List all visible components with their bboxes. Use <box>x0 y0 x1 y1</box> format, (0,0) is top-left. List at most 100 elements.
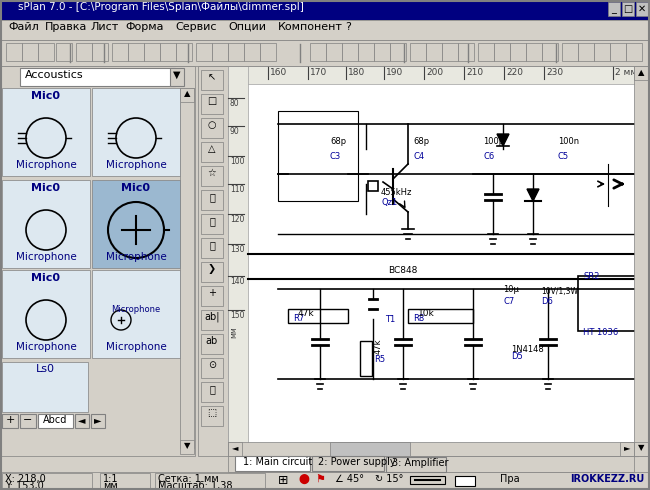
Bar <box>38 43 54 61</box>
Text: Microphone: Microphone <box>111 305 161 314</box>
Bar <box>622 2 634 16</box>
Bar <box>0 472 650 490</box>
Text: 1:1: 1:1 <box>103 474 118 484</box>
Text: 3: Amplifier: 3: Amplifier <box>392 458 448 468</box>
Bar <box>458 43 474 61</box>
Text: ▼: ▼ <box>184 441 190 450</box>
Bar <box>144 43 160 61</box>
Bar <box>91 414 105 428</box>
Bar <box>2 362 88 412</box>
Text: BC848: BC848 <box>388 266 417 275</box>
Bar <box>228 43 244 61</box>
Text: 1N4148: 1N4148 <box>511 345 544 354</box>
Text: ►: ► <box>624 443 630 452</box>
Text: D6: D6 <box>541 297 553 306</box>
Bar <box>155 473 265 488</box>
Bar <box>75 414 89 428</box>
Bar <box>2 473 92 488</box>
Bar <box>201 190 223 210</box>
Text: C3: C3 <box>330 152 341 161</box>
Bar <box>235 456 310 471</box>
Bar <box>2 180 90 268</box>
Text: ⬚: ⬚ <box>207 408 216 418</box>
Text: 110: 110 <box>230 185 244 194</box>
Bar <box>542 43 558 61</box>
Bar <box>228 66 638 84</box>
Bar <box>6 43 22 61</box>
Text: 10μ: 10μ <box>503 285 519 294</box>
Bar <box>278 111 358 201</box>
Bar <box>56 43 72 61</box>
Bar <box>201 142 223 162</box>
Text: C4: C4 <box>413 152 424 161</box>
Text: ↻ 15°: ↻ 15° <box>375 474 404 484</box>
Bar <box>2 88 90 176</box>
Text: 160: 160 <box>270 68 287 77</box>
Bar <box>176 43 192 61</box>
Bar <box>358 43 374 61</box>
Text: ⊞: ⊞ <box>278 474 289 487</box>
Bar <box>128 43 144 61</box>
Bar <box>228 66 638 456</box>
Bar <box>330 442 410 456</box>
Text: ?: ? <box>345 22 351 32</box>
Text: 180: 180 <box>348 68 365 77</box>
Text: мм: мм <box>229 326 238 338</box>
Bar <box>100 473 150 488</box>
Text: Microphone: Microphone <box>105 342 166 352</box>
Text: −: − <box>23 415 32 425</box>
Text: Abcd: Abcd <box>43 415 67 425</box>
Text: IROKKEZZ.RU: IROKKEZZ.RU <box>570 474 644 484</box>
Bar <box>38 414 73 428</box>
Text: ⤡: ⤡ <box>209 240 215 250</box>
Text: ▼: ▼ <box>174 70 181 80</box>
Bar <box>22 43 38 61</box>
Bar <box>20 68 175 86</box>
Bar <box>608 2 620 16</box>
Bar <box>170 68 184 86</box>
Text: ab|: ab| <box>204 312 220 322</box>
Bar <box>244 43 260 61</box>
Bar <box>180 440 194 454</box>
Text: ►: ► <box>94 415 102 425</box>
Bar <box>201 310 223 330</box>
Text: Mic0: Mic0 <box>31 91 60 101</box>
Bar <box>0 40 650 66</box>
Text: ▼: ▼ <box>638 443 644 452</box>
Text: 150: 150 <box>230 311 244 320</box>
Text: Mic0: Mic0 <box>31 183 60 193</box>
Text: R7: R7 <box>293 314 304 323</box>
Text: 190: 190 <box>386 68 403 77</box>
Text: 90: 90 <box>230 127 240 136</box>
Bar <box>228 66 248 456</box>
Text: R8: R8 <box>413 314 424 323</box>
Bar <box>0 20 650 40</box>
Text: 170: 170 <box>310 68 327 77</box>
Bar <box>634 66 648 456</box>
Text: ⤢: ⤢ <box>209 216 215 226</box>
Text: 47k: 47k <box>374 339 383 354</box>
Bar <box>526 43 542 61</box>
Text: ✕: ✕ <box>638 4 646 14</box>
Text: ▲: ▲ <box>638 68 644 77</box>
Text: ∠ 45°: ∠ 45° <box>335 474 364 484</box>
Polygon shape <box>497 134 509 146</box>
Bar <box>626 43 642 61</box>
Text: 220: 220 <box>506 68 523 77</box>
Text: Microphone: Microphone <box>16 252 77 262</box>
Bar <box>390 43 406 61</box>
Text: HT 1036: HT 1036 <box>583 328 618 337</box>
Text: 80: 80 <box>230 99 240 108</box>
Text: 47k: 47k <box>298 309 315 318</box>
Text: ◄: ◄ <box>78 415 86 425</box>
Text: Mic0: Mic0 <box>31 273 60 283</box>
Bar <box>310 43 326 61</box>
Text: Файл: Файл <box>8 22 39 32</box>
Text: ☆: ☆ <box>207 168 216 178</box>
Text: 2: Power supply: 2: Power supply <box>318 457 396 467</box>
Bar <box>410 476 445 484</box>
Text: ↖: ↖ <box>208 72 216 82</box>
Bar <box>180 88 194 102</box>
Bar <box>201 94 223 114</box>
Text: Компонент: Компонент <box>278 22 343 32</box>
